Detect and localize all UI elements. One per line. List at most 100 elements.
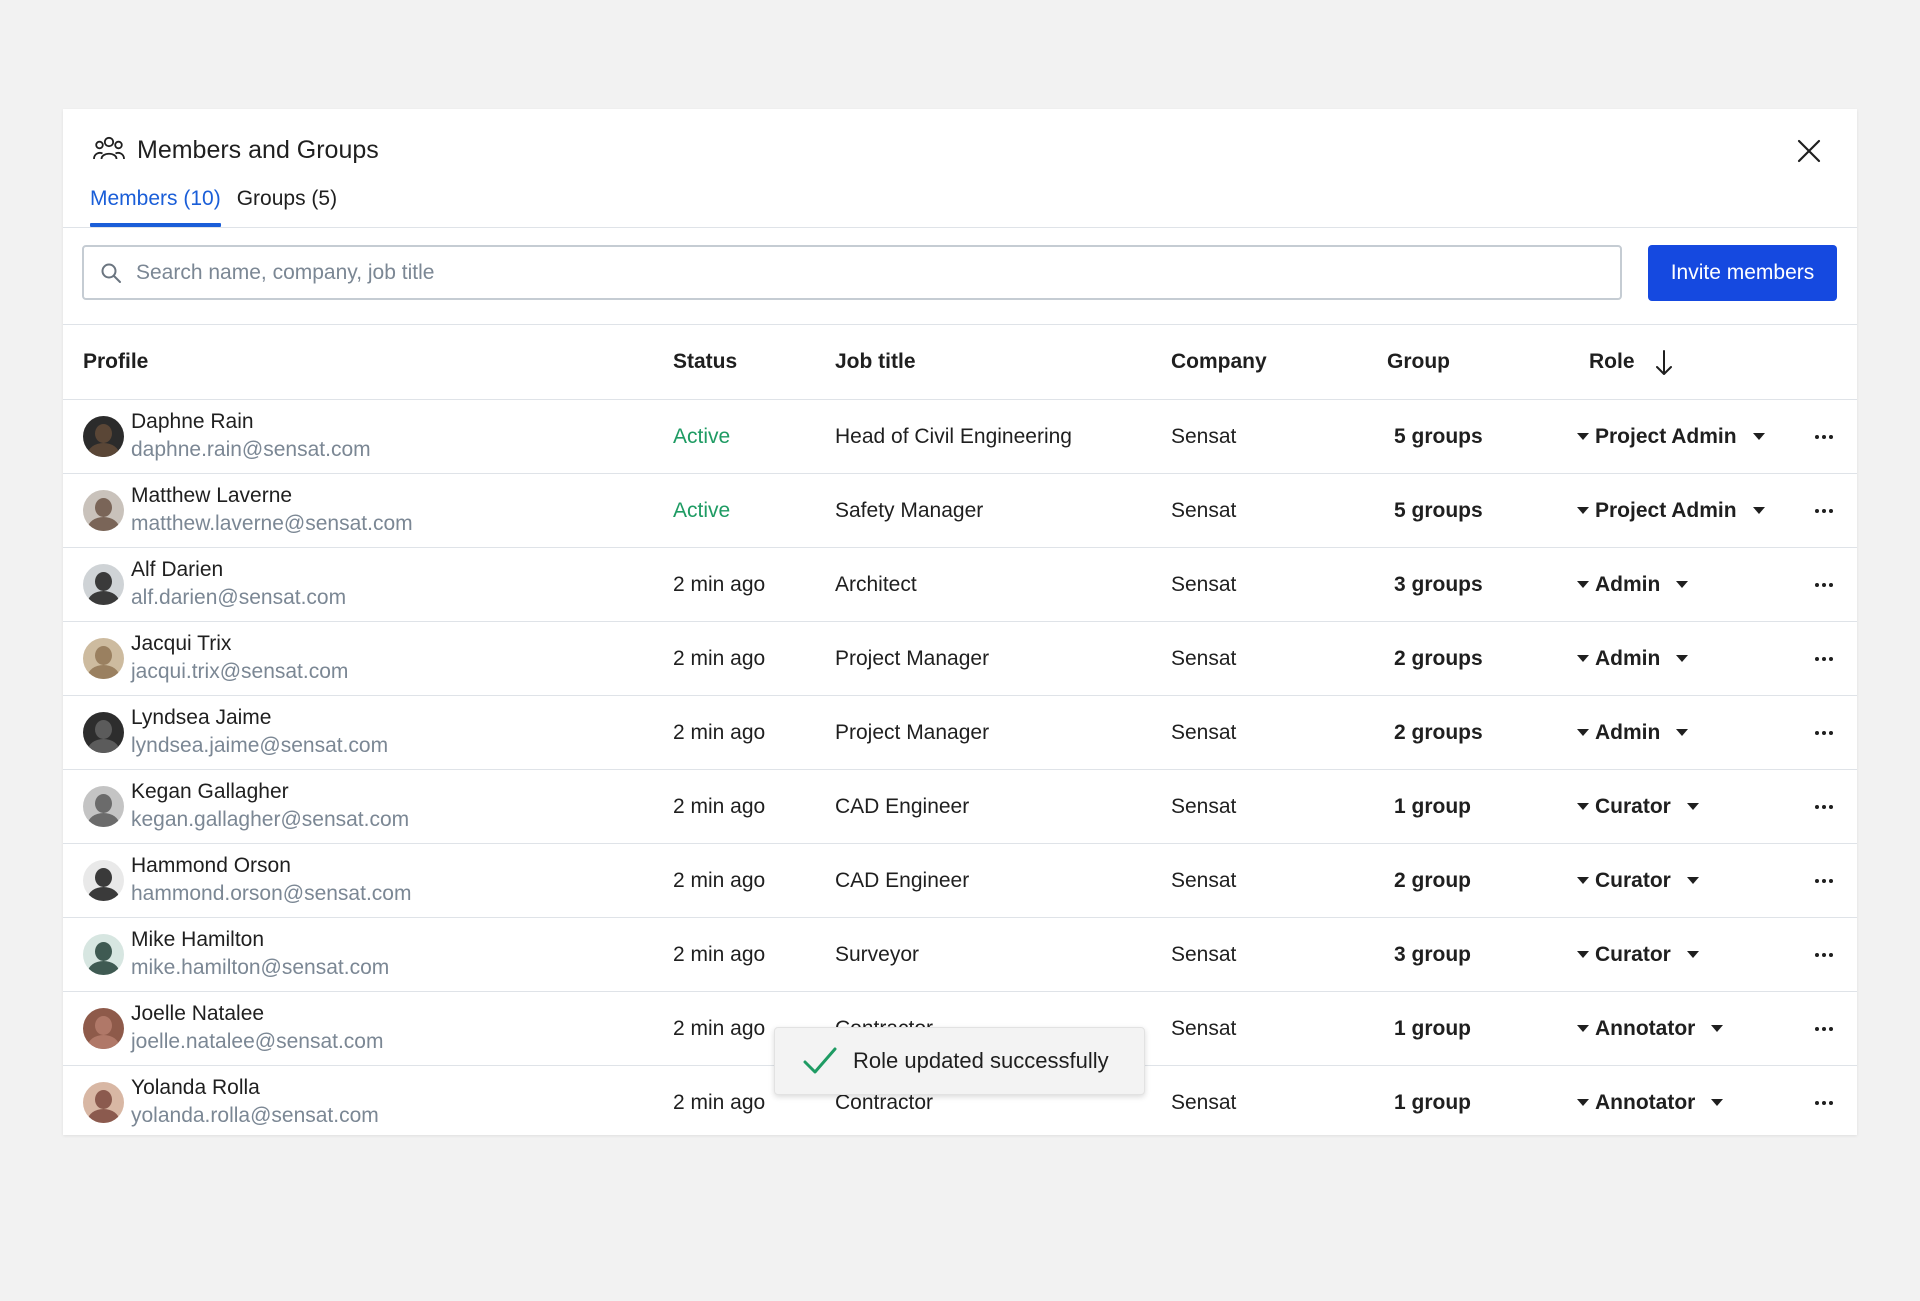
group-dropdown[interactable]: 1 group xyxy=(1394,1066,1591,1135)
profile-cell: Kegan Gallagher kegan.gallagher@sensat.co… xyxy=(83,778,409,834)
more-dot xyxy=(1829,1026,1833,1031)
role-dropdown[interactable]: Curator xyxy=(1595,918,1699,991)
profile-cell: Alf Darien alf.darien@sensat.com xyxy=(83,556,346,612)
group-dropdown[interactable]: 1 group xyxy=(1394,992,1591,1065)
more-dot xyxy=(1829,656,1833,661)
more-options-button[interactable] xyxy=(1809,548,1839,621)
group-dropdown[interactable]: 3 group xyxy=(1394,918,1591,991)
more-dot xyxy=(1815,582,1819,587)
table-row[interactable]: Matthew Laverne matthew.laverne@sensat.co… xyxy=(63,474,1857,548)
profile-names: Hammond Orson hammond.orson@sensat.com xyxy=(131,852,411,908)
table-row[interactable]: Alf Darien alf.darien@sensat.com 2 min ago… xyxy=(63,548,1857,622)
more-options-button[interactable] xyxy=(1809,696,1839,769)
chevron-down-icon xyxy=(1711,1099,1724,1106)
group-dropdown[interactable]: 2 group xyxy=(1394,844,1591,917)
member-name: Mike Hamilton xyxy=(131,928,265,951)
avatar xyxy=(83,563,124,605)
more-dot xyxy=(1822,1100,1826,1105)
column-header-group[interactable]: Group xyxy=(1387,350,1450,373)
chevron-down-icon xyxy=(1577,803,1589,810)
role-dropdown[interactable]: Project Admin xyxy=(1595,474,1765,547)
role-dropdown[interactable]: Project Admin xyxy=(1595,400,1765,473)
table-row[interactable]: Hammond Orson hammond.orson@sensat.com 2 m… xyxy=(63,844,1857,918)
more-dot xyxy=(1815,804,1819,809)
more-options-button[interactable] xyxy=(1809,400,1839,473)
chevron-down-icon xyxy=(1686,951,1699,958)
chevron-down-icon xyxy=(1676,655,1689,662)
avatar xyxy=(83,415,124,457)
company: Sensat xyxy=(1171,647,1237,670)
group-dropdown[interactable]: 5 groups xyxy=(1394,400,1591,473)
avatar-face xyxy=(95,1015,112,1035)
column-header-company[interactable]: Company xyxy=(1171,350,1267,373)
more-options-button[interactable] xyxy=(1809,622,1839,695)
search-input[interactable] xyxy=(134,259,1608,286)
avatar xyxy=(83,1081,124,1123)
member-name: Matthew Laverne xyxy=(131,484,293,507)
profile-cell: Jacqui Trix jacqui.trix@sensat.com xyxy=(83,630,348,686)
company: Sensat xyxy=(1171,499,1237,522)
role-dropdown-label: Curator xyxy=(1595,794,1671,818)
job-title: Contractor xyxy=(835,1091,934,1114)
job-title: Project Manager xyxy=(835,721,990,744)
invite-members-button[interactable]: Invite members xyxy=(1648,245,1837,301)
role-dropdown[interactable]: Curator xyxy=(1595,844,1699,917)
profile-cell: Matthew Laverne matthew.laverne@sensat.co… xyxy=(83,482,413,538)
group-dropdown[interactable]: 5 groups xyxy=(1394,474,1591,547)
close-button[interactable] xyxy=(1791,133,1827,169)
more-dot xyxy=(1815,730,1819,735)
column-header-role[interactable]: Role xyxy=(1589,350,1635,373)
table-row[interactable]: Joelle Natalee joelle.natalee@sensat.com 2… xyxy=(63,992,1857,1066)
role-dropdown[interactable]: Annotator xyxy=(1595,1066,1724,1135)
column-header-profile[interactable]: Profile xyxy=(83,350,149,373)
role-dropdown[interactable]: Admin xyxy=(1595,696,1689,769)
table-row[interactable]: Jacqui Trix jacqui.trix@sensat.com 2 min a… xyxy=(63,622,1857,696)
table-header: Profile Status Job title Company Group R… xyxy=(63,325,1857,400)
more-options-button[interactable] xyxy=(1809,918,1839,991)
close-icon[interactable] xyxy=(1797,139,1821,163)
role-dropdown[interactable]: Admin xyxy=(1595,548,1689,621)
company: Sensat xyxy=(1171,425,1237,448)
more-options-button[interactable] xyxy=(1809,844,1839,917)
job-title: Head of Civil Engineering xyxy=(835,425,1072,448)
more-options-button[interactable] xyxy=(1809,1066,1839,1135)
avatar-body xyxy=(88,960,119,975)
chevron-down-icon xyxy=(1686,877,1699,884)
group-dropdown-label: 5 groups xyxy=(1394,498,1483,522)
member-email: jacqui.trix@sensat.com xyxy=(131,660,349,683)
table-row[interactable]: Mike Hamilton mike.hamilton@sensat.com 2 m… xyxy=(63,918,1857,992)
profile-names: Alf Darien alf.darien@sensat.com xyxy=(131,556,346,612)
company: Sensat xyxy=(1171,795,1237,818)
avatar-body xyxy=(88,886,119,901)
arrow-down-icon[interactable] xyxy=(1656,349,1672,377)
table-row[interactable]: Yolanda Rolla yolanda.rolla@sensat.com 2 m… xyxy=(63,1066,1857,1135)
more-options-button[interactable] xyxy=(1809,474,1839,547)
column-header-job-title[interactable]: Job title xyxy=(835,350,916,373)
company: Sensat xyxy=(1171,1091,1237,1114)
group-dropdown[interactable]: 2 groups xyxy=(1394,696,1591,769)
role-dropdown[interactable]: Admin xyxy=(1595,622,1689,695)
role-dropdown[interactable]: Annotator xyxy=(1595,992,1724,1065)
avatar-body xyxy=(88,516,119,531)
more-options-button[interactable] xyxy=(1809,770,1839,843)
role-dropdown[interactable]: Curator xyxy=(1595,770,1699,843)
group-dropdown[interactable]: 3 groups xyxy=(1394,548,1591,621)
column-header-status[interactable]: Status xyxy=(673,350,738,373)
table-row[interactable]: Kegan Gallagher kegan.gallagher@sensat.co… xyxy=(63,770,1857,844)
member-name: Daphne Rain xyxy=(131,410,254,433)
avatar-body xyxy=(88,812,119,827)
table-row[interactable]: Daphne Rain daphne.rain@sensat.com Active H… xyxy=(63,400,1857,474)
table-row[interactable]: Lyndsea Jaime lyndsea.jaime@sensat.com 2 m… xyxy=(63,696,1857,770)
more-dot xyxy=(1815,952,1819,957)
more-options-button[interactable] xyxy=(1809,992,1839,1065)
more-dot xyxy=(1822,434,1826,439)
chevron-down-icon xyxy=(1711,1025,1724,1032)
tab-groups[interactable]: Groups (5) xyxy=(236,187,338,210)
group-dropdown-label: 1 group xyxy=(1394,794,1471,818)
search-box[interactable] xyxy=(82,245,1622,300)
group-dropdown[interactable]: 2 groups xyxy=(1394,622,1591,695)
avatar-face xyxy=(95,645,112,665)
chevron-down-icon xyxy=(1676,581,1689,588)
tab-members[interactable]: Members (10) xyxy=(90,185,221,227)
group-dropdown[interactable]: 1 group xyxy=(1394,770,1591,843)
